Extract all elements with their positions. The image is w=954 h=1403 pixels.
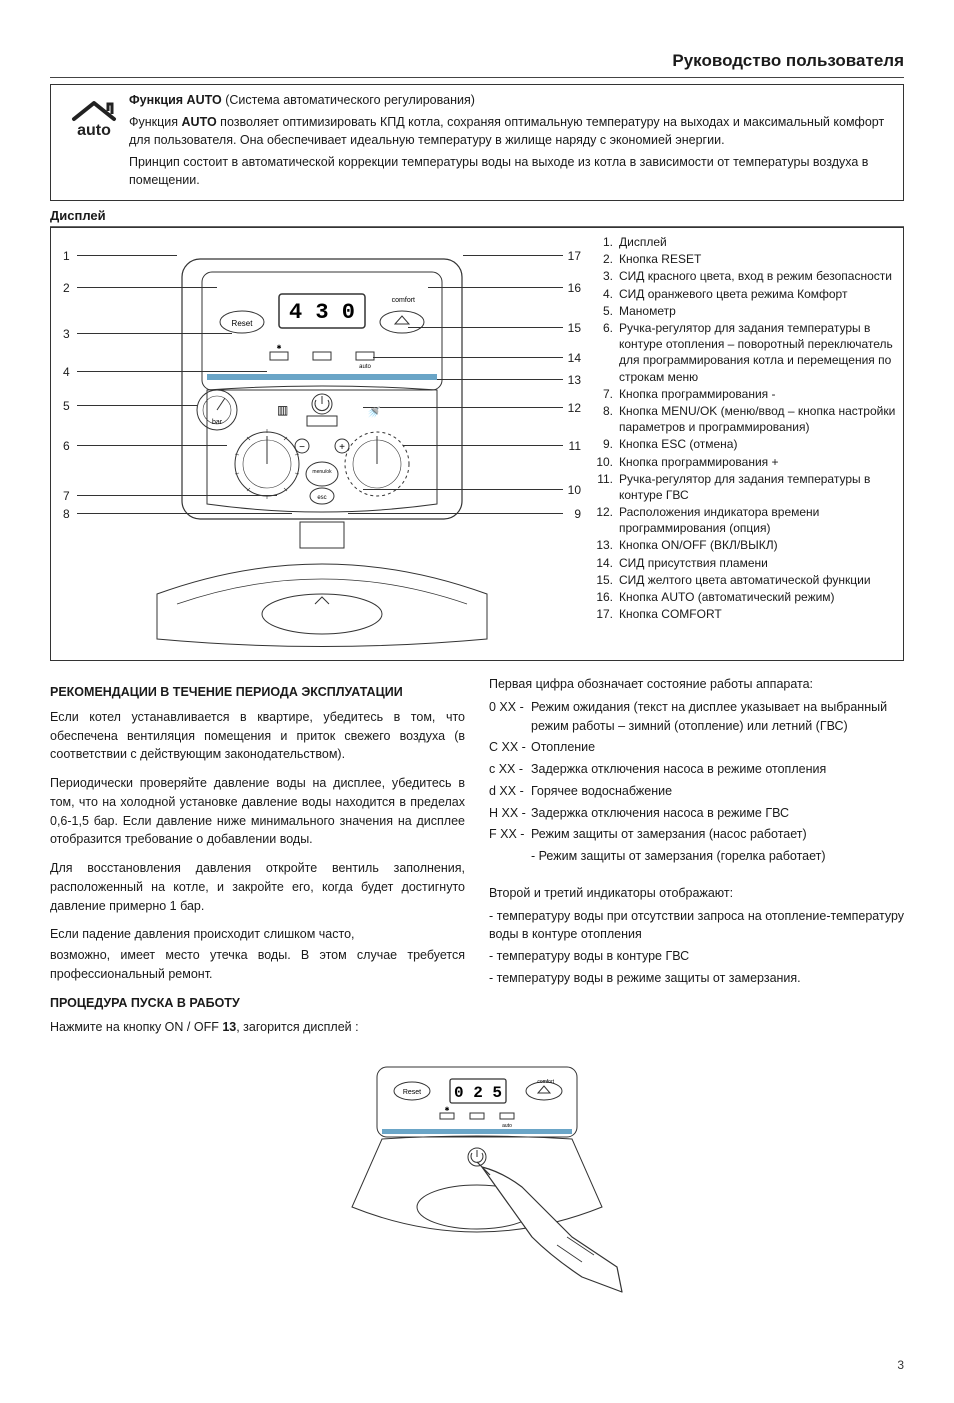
auto-house-icon: auto — [59, 91, 129, 194]
status-code-row: C XX -Отопление — [489, 738, 904, 757]
svg-text:auto: auto — [77, 122, 111, 139]
boiler-controls-diagram: 1 2 3 4 5 6 7 8 17 16 15 14 13 — [57, 234, 587, 654]
svg-text:esc: esc — [317, 495, 326, 501]
svg-text:auto: auto — [502, 1123, 512, 1129]
legend-item: 11.Ручка-регулятор для задания температу… — [593, 471, 897, 503]
display-panel: 1 2 3 4 5 6 7 8 17 16 15 14 13 — [50, 227, 904, 661]
legend-item: 4.СИД оранжевого цвета режима Комфорт — [593, 286, 897, 302]
auto-function-text: Функция AUTO (Система автоматического ре… — [129, 91, 895, 194]
status-code-row: - Режим защиты от замерзания (горелка ра… — [489, 847, 904, 866]
status-code-row: F XX -Режим защиты от замерзания (насос … — [489, 825, 904, 844]
svg-text:4 3 0: 4 3 0 — [289, 300, 355, 325]
legend-item: 1.Дисплей — [593, 234, 897, 250]
start-procedure-diagram: 0 2 5 Reset comfort ✱ auto — [50, 1057, 904, 1297]
display-legend: 1.Дисплей2.Кнопка RESET3.СИД красного цв… — [593, 234, 897, 654]
legend-item: 7.Кнопка программирования - — [593, 386, 897, 402]
legend-item: 9.Кнопка ESC (отмена) — [593, 436, 897, 452]
status-codes-column: Первая цифра обозначает состояние работы… — [489, 675, 904, 1047]
svg-text:−: − — [299, 442, 305, 453]
auto-function-box: auto Функция AUTO (Система автоматическо… — [50, 84, 904, 201]
svg-text:▥: ▥ — [277, 403, 288, 417]
display-section-label: Дисплей — [50, 207, 904, 228]
legend-item: 10.Кнопка программирования + — [593, 454, 897, 470]
legend-item: 3.СИД красного цвета, вход в режим безоп… — [593, 268, 897, 284]
legend-item: 8.Кнопка MENU/OK (меню/ввод – кнопка нас… — [593, 403, 897, 435]
recommendations-heading: РЕКОМЕНДАЦИИ В ТЕЧЕНИЕ ПЕРИОДА ЭКСПЛУАТА… — [50, 683, 465, 702]
svg-text:✱: ✱ — [276, 344, 281, 351]
recommendations-column: РЕКОМЕНДАЦИИ В ТЕЧЕНИЕ ПЕРИОДА ЭКСПЛУАТА… — [50, 675, 465, 1047]
legend-item: 16.Кнопка AUTO (автоматический режим) — [593, 589, 897, 605]
legend-item: 5.Манометр — [593, 303, 897, 319]
status-code-row: 0 XX -Режим ожидания (текст на дисплее у… — [489, 698, 904, 736]
status-code-row: H XX -Задержка отключения насоса в режим… — [489, 804, 904, 823]
svg-text:comfort: comfort — [537, 1079, 554, 1085]
legend-item: 2.Кнопка RESET — [593, 251, 897, 267]
svg-text:+: + — [339, 442, 345, 453]
legend-item: 15.СИД желтого цвета автоматической функ… — [593, 572, 897, 588]
svg-text:auto: auto — [359, 364, 371, 370]
legend-item: 13.Кнопка ON/OFF (ВКЛ/ВЫКЛ) — [593, 537, 897, 553]
status-code-row: c XX -Задержка отключения насоса в режим… — [489, 760, 904, 779]
legend-item: 17.Кнопка COMFORT — [593, 606, 897, 622]
start-procedure-heading: ПРОЦЕДУРА ПУСКА В РАБОТУ — [50, 994, 465, 1013]
status-code-row: d XX -Горячее водоснабжение — [489, 782, 904, 801]
page-title: Руководство пользователя — [50, 50, 904, 78]
page-number: 3 — [50, 1357, 904, 1373]
legend-item: 14.СИД присутствия пламени — [593, 555, 897, 571]
legend-item: 6.Ручка-регулятор для задания температур… — [593, 320, 897, 385]
svg-text:menu/ok: menu/ok — [312, 469, 332, 475]
svg-text:🚿: 🚿 — [367, 406, 381, 419]
legend-item: 12.Расположения индикатора времени прогр… — [593, 504, 897, 536]
svg-text:comfort: comfort — [392, 297, 415, 304]
svg-text:Reset: Reset — [232, 319, 254, 328]
svg-text:0 2 5: 0 2 5 — [454, 1084, 502, 1102]
svg-text:✱: ✱ — [444, 1106, 449, 1113]
svg-text:bar: bar — [212, 419, 223, 426]
svg-text:Reset: Reset — [403, 1089, 421, 1096]
